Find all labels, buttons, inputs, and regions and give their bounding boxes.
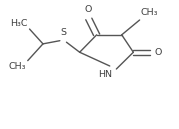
Text: CH₃: CH₃ bbox=[8, 62, 26, 71]
Text: O: O bbox=[84, 5, 91, 14]
Text: H₃C: H₃C bbox=[10, 19, 28, 28]
Text: CH₃: CH₃ bbox=[141, 8, 158, 17]
Text: HN: HN bbox=[98, 70, 112, 79]
Text: S: S bbox=[61, 28, 67, 37]
Text: O: O bbox=[155, 48, 162, 57]
